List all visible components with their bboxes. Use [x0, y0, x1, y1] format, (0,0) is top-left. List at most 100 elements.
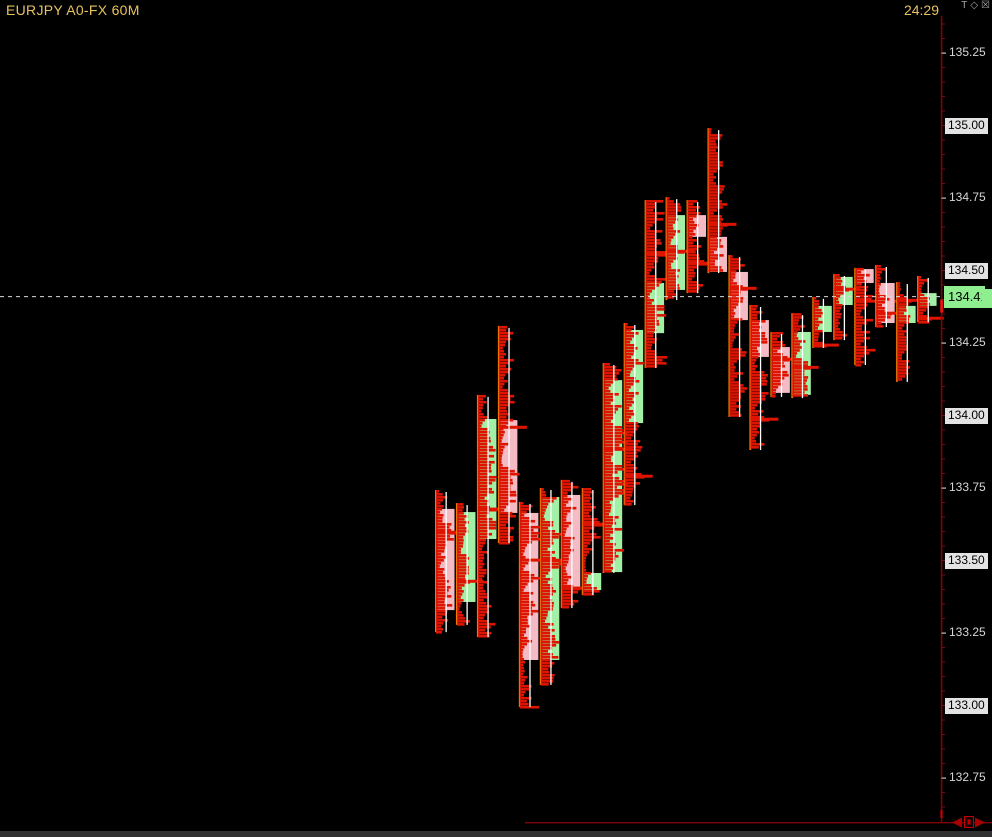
axis-minor-tick	[942, 806, 945, 808]
axis-minor-tick	[942, 719, 945, 721]
price-bar	[455, 503, 484, 626]
price-axis-label: 133.50	[945, 552, 988, 569]
price-axis-label: 133.75	[949, 480, 986, 494]
axis-minor-tick	[942, 226, 945, 228]
axis-minor-tick	[942, 531, 945, 532]
axis-minor-tick	[942, 96, 945, 97]
axis-minor-tick	[942, 67, 945, 68]
price-axis-label: 133.25	[949, 625, 986, 639]
last-trade-tick	[940, 299, 944, 313]
axis-minor-tick	[942, 792, 945, 793]
axis-minor-tick	[942, 212, 945, 213]
text-tool-icon[interactable]: T	[961, 0, 968, 11]
price-bar	[602, 363, 634, 573]
price-bar	[833, 273, 860, 341]
window-tool-icons: T ◇ ☒	[961, 0, 990, 12]
axis-minor-tick	[942, 690, 945, 692]
axis-minor-tick	[942, 516, 945, 518]
price-bar	[770, 331, 799, 398]
price-axis-label: 134.75	[949, 190, 986, 204]
axis-minor-tick	[942, 328, 945, 329]
axis-minor-tick	[942, 545, 945, 547]
price-bar	[728, 255, 757, 417]
axis-minor-tick	[942, 705, 945, 706]
session-clock: 24:29	[903, 2, 939, 18]
axis-minor-tick	[942, 661, 945, 663]
axis-label-tick	[941, 487, 946, 489]
axis-minor-tick	[942, 270, 945, 271]
axis-minor-tick	[942, 357, 945, 358]
axis-minor-tick	[942, 81, 945, 83]
symbol-title: EURJPY A0-FX 60M	[6, 2, 140, 18]
scroll-thumb-glyph	[967, 819, 971, 825]
axis-minor-tick	[942, 139, 945, 141]
h-scrollbar-track[interactable]	[525, 822, 992, 824]
current-price-label: 134.41	[944, 285, 988, 308]
price-bar	[791, 313, 819, 399]
axis-label-tick	[941, 632, 946, 634]
price-bar	[896, 282, 924, 382]
axis-minor-tick	[942, 429, 945, 431]
price-bar	[476, 394, 507, 638]
axis-minor-tick	[942, 444, 945, 445]
price-bar	[665, 197, 695, 301]
axis-minor-tick	[942, 313, 945, 315]
price-axis-line	[940, 16, 943, 822]
price-axis-label: 133.00	[945, 697, 988, 714]
axis-minor-tick	[942, 574, 945, 576]
price-bar	[917, 276, 944, 324]
axis-minor-tick	[942, 589, 945, 590]
price-bar	[497, 325, 527, 545]
price-bar	[581, 488, 610, 596]
price-bar	[749, 305, 779, 451]
axis-minor-tick	[942, 386, 945, 387]
axis-minor-tick	[942, 154, 945, 155]
axis-minor-tick	[942, 473, 945, 474]
axis-minor-tick	[942, 241, 945, 242]
axis-minor-tick	[942, 255, 945, 257]
price-bar	[518, 501, 550, 709]
price-bar	[812, 296, 839, 348]
price-axis-label: 134.50	[945, 262, 988, 279]
axis-minor-tick	[942, 38, 945, 39]
close-box-icon[interactable]: ☒	[981, 0, 990, 11]
price-bar	[560, 479, 590, 609]
axis-minor-tick	[942, 748, 945, 750]
window-bottom-edge	[0, 831, 992, 837]
axis-minor-tick	[942, 400, 945, 402]
axis-minor-tick	[942, 647, 945, 648]
axis-minor-tick	[942, 168, 945, 170]
price-axis-label: 134.00	[945, 407, 988, 424]
price-bar	[644, 200, 676, 368]
axis-minor-tick	[942, 415, 945, 416]
axis-minor-tick	[942, 23, 945, 25]
axis-line-end-marker	[940, 810, 943, 818]
axis-minor-tick	[942, 560, 945, 561]
axis-minor-tick	[942, 618, 945, 619]
scroll-right-arrow-icon[interactable]	[975, 817, 985, 828]
price-bar	[707, 128, 737, 274]
price-bar	[875, 264, 904, 328]
axis-minor-tick	[942, 110, 945, 112]
price-axis-label: 132.75	[949, 770, 986, 784]
axis-minor-tick	[942, 284, 945, 286]
price-bar	[686, 200, 715, 294]
diamond-tool-icon[interactable]: ◇	[970, 0, 979, 11]
current-price-edge-marker	[982, 289, 992, 309]
top-bar: EURJPY A0-FX 60M 24:29 T ◇ ☒	[0, 0, 992, 18]
price-axis-label: 134.25	[949, 335, 986, 349]
axis-minor-tick	[942, 299, 945, 300]
axis-label-tick	[941, 777, 946, 779]
price-bar	[539, 488, 570, 686]
axis-minor-tick	[942, 458, 945, 460]
price-bar	[623, 322, 653, 506]
axis-label-tick	[941, 197, 946, 199]
axis-minor-tick	[942, 502, 945, 503]
axis-label-tick	[941, 52, 946, 54]
axis-label-tick	[941, 342, 946, 344]
axis-minor-tick	[942, 183, 945, 184]
price-axis-label: 135.25	[949, 45, 986, 59]
scroll-left-arrow-icon[interactable]	[952, 817, 962, 828]
